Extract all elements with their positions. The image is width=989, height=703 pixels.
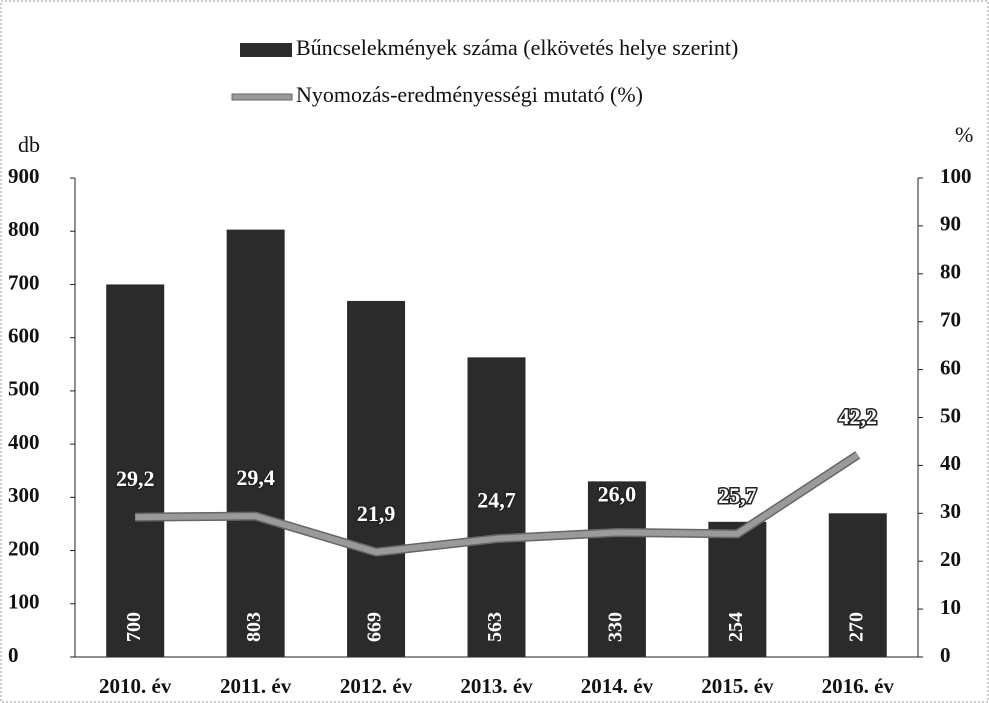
x-tick-label: 2012. év bbox=[340, 674, 413, 698]
bar bbox=[347, 301, 405, 657]
bar-value-label: 700 bbox=[123, 612, 145, 642]
line-value-label: 24,7 bbox=[477, 488, 516, 513]
x-tick-label: 2013. év bbox=[460, 674, 533, 698]
legend-label: Nyomozás-eredményességi mutató (%) bbox=[296, 82, 643, 107]
bar bbox=[227, 230, 285, 657]
chart: db % 0 100 200 300 400 500 600 700 800 900 0 10 20 30… bbox=[0, 0, 989, 703]
x-tick-label: 2015. év bbox=[701, 674, 774, 698]
bar-value-label: 669 bbox=[364, 612, 386, 642]
y-tick-label: 200 bbox=[8, 536, 40, 560]
line-value-label: 29,4 bbox=[236, 465, 275, 490]
y-tick-label: 600 bbox=[8, 323, 40, 347]
line-value-label: 42,2 bbox=[839, 404, 878, 429]
bar-value-label: 330 bbox=[605, 612, 627, 642]
bar-value-label: 803 bbox=[243, 612, 265, 642]
legend-swatch bbox=[240, 43, 292, 57]
bar-value-label: 270 bbox=[845, 612, 867, 642]
bar-value-label: 563 bbox=[484, 612, 506, 642]
y2-tick-label: 0 bbox=[940, 643, 951, 667]
y2-tick-label: 10 bbox=[940, 595, 961, 619]
x-tick-label: 2014. év bbox=[581, 674, 654, 698]
y2-tick-label: 80 bbox=[940, 260, 961, 284]
y-tick-label: 900 bbox=[8, 164, 40, 188]
y2-tick-label: 60 bbox=[940, 355, 961, 379]
line-value-label: 25,7 bbox=[718, 483, 757, 508]
line-value-label: 21,9 bbox=[357, 501, 396, 526]
y-tick-label: 300 bbox=[8, 483, 40, 507]
y2-tick-label: 100 bbox=[940, 164, 972, 188]
y2-tick-label: 20 bbox=[940, 547, 961, 571]
y2-tick-label: 90 bbox=[940, 212, 961, 236]
y-tick-label: 400 bbox=[8, 430, 40, 454]
y-tick-label: 500 bbox=[8, 377, 40, 401]
y2-tick-label: 30 bbox=[940, 499, 961, 523]
y-tick-label: 0 bbox=[8, 643, 19, 667]
y2-tick-label: 50 bbox=[940, 403, 961, 427]
legend-label: Bűncselekmények száma (elkövetés helye s… bbox=[296, 35, 738, 60]
line-value-label: 26,0 bbox=[598, 482, 637, 507]
y2-tick-label: 40 bbox=[940, 451, 961, 475]
x-tick-label: 2011. év bbox=[220, 674, 292, 698]
line-value-label: 29,2 bbox=[116, 466, 155, 491]
bar-value-label: 254 bbox=[725, 612, 747, 642]
y-tick-label: 100 bbox=[8, 590, 40, 614]
x-tick-label: 2010. év bbox=[99, 674, 172, 698]
x-tick-label: 2016. év bbox=[822, 674, 895, 698]
y-axis-label: db bbox=[18, 132, 40, 157]
legend-swatch bbox=[232, 94, 292, 100]
y2-axis-label: % bbox=[955, 122, 973, 147]
y-tick-label: 800 bbox=[8, 217, 40, 241]
y-tick-label: 700 bbox=[8, 270, 40, 294]
y2-tick-label: 70 bbox=[940, 308, 961, 332]
